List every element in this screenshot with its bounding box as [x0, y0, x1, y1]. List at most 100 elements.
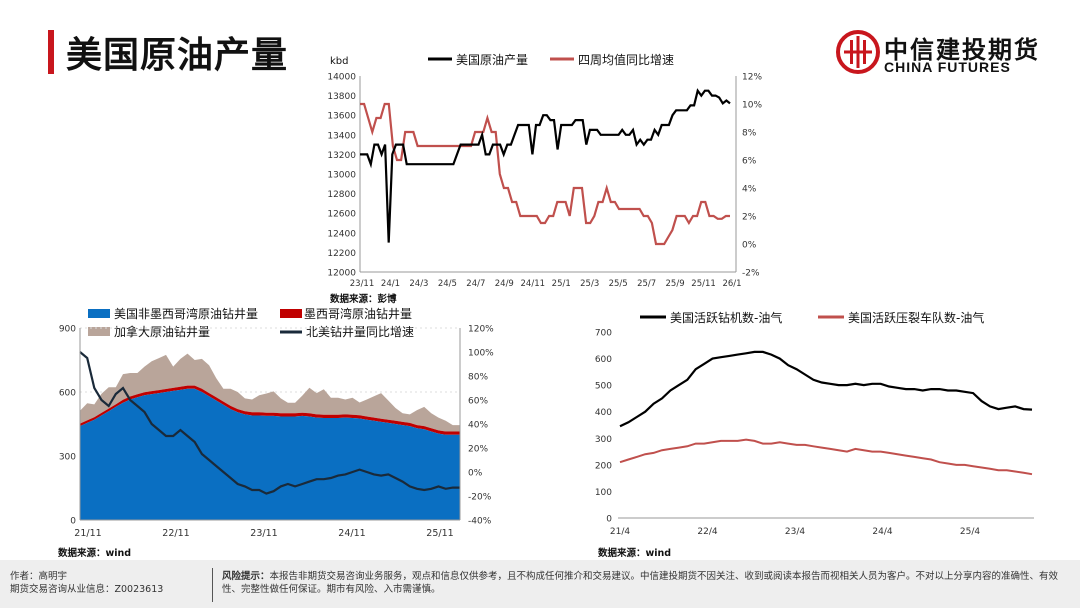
chart1-xtick-1: 24/1 — [381, 279, 400, 289]
chart2-y2tick-4: 40% — [468, 421, 488, 431]
chart1-legend-label-0: 美国原油产量 — [456, 53, 528, 67]
chart1-ytick-4: 13200 — [327, 151, 356, 161]
chart3-xtick-2: 23/4 — [785, 527, 805, 537]
chart1-xtick-2: 24/3 — [409, 279, 428, 289]
chart2-legend-label-0: 美国非墨西哥湾原油钻井量 — [114, 306, 258, 321]
chart1-y2tick-6: 0% — [742, 241, 757, 251]
chart1-xtick-7: 25/1 — [552, 279, 571, 289]
chart3-xtick-4: 25/4 — [960, 527, 980, 537]
chart1-series-production-line — [360, 88, 731, 243]
chart2-area-non-gulf — [80, 388, 460, 520]
chart2-legend-marker-1 — [280, 309, 302, 318]
chart1-ytick-7: 12600 — [327, 210, 356, 220]
chart1-xtick-6: 24/11 — [521, 279, 546, 289]
logo-chinese-name: 中信建投期货 — [884, 36, 1040, 64]
chart2-area-canada — [80, 353, 460, 432]
chart2-source: 数据来源：wind — [57, 547, 131, 559]
chart3-series-frac-line — [619, 438, 1033, 476]
chart3-source: 数据来源：wind — [597, 547, 671, 559]
chart3-series-rig-line — [619, 350, 1033, 428]
logo-english-name: CHINA FUTURES — [884, 59, 1011, 75]
footer-license: 期货交易咨询从业信息：Z0023613 — [10, 584, 164, 595]
chart2-legend-marker-0 — [88, 309, 110, 318]
chart1-xtick-10: 25/7 — [637, 279, 656, 289]
footer-risk-label: 风险提示： — [222, 571, 270, 582]
chart3-legend-label-1: 美国活跃压裂车队数-油气 — [848, 310, 984, 325]
chart1-xtick-5: 24/9 — [495, 279, 514, 289]
chart3-legend: 美国活跃钻机数-油气 美国活跃压裂车队数-油气 — [640, 310, 984, 325]
citic-emblem-icon — [836, 30, 880, 74]
chart2-xtick-2: 23/11 — [250, 528, 277, 539]
chart2-y2tick-5: 20% — [468, 445, 488, 455]
chart1-y2tick-1: 10% — [742, 101, 762, 111]
chart2-series-yoy-line — [79, 351, 460, 495]
footer: 作者：高明宇 期货交易咨询从业信息：Z0023613 风险提示：本报告非期货交易… — [0, 560, 1080, 608]
chart1-y2tick-7: -2% — [742, 269, 760, 279]
footer-risk-text: 本报告非期货交易咨询业务服务，观点和信息仅供参考，且不构成任何推介和交易建议。中… — [222, 571, 1059, 595]
chart2-xtick-4: 25/11 — [426, 528, 453, 539]
chart2-y2tick-7: -20% — [468, 493, 492, 503]
chart2-ytick-3: 0 — [70, 517, 76, 527]
chart2-y2tick-6: 0% — [468, 469, 483, 479]
company-logo: 中信建投期货 CHINA FUTURES — [836, 28, 1056, 80]
chart1-ytick-5: 13000 — [327, 171, 356, 181]
chart1-legend-label-1: 四周均值同比增速 — [578, 52, 674, 67]
chart3-ytick-6: 100 — [595, 488, 612, 498]
chart3-ytick-3: 400 — [595, 408, 612, 418]
chart3-ytick-1: 600 — [595, 355, 612, 365]
chart1-source: 数据来源：彭博 — [329, 293, 397, 305]
chart2-ytick-0: 900 — [59, 325, 76, 335]
chart1-xtick-4: 24/7 — [466, 279, 485, 289]
chart2-y2tick-0: 120% — [468, 325, 494, 335]
chart1-ytick-2: 13600 — [327, 112, 356, 122]
chart2-y2tick-2: 80% — [468, 373, 488, 383]
footer-author: 作者：高明宇 — [10, 571, 68, 582]
footer-divider — [212, 568, 213, 602]
chart3-legend-label-0: 美国活跃钻机数-油气 — [670, 310, 782, 325]
chart1-xtick-8: 25/3 — [580, 279, 599, 289]
chart1-ytick-1: 13800 — [327, 92, 356, 102]
chart1-ylabel: kbd — [330, 56, 349, 67]
chart1-ytick-8: 12400 — [327, 229, 356, 239]
page-title: 美国原油产量 — [66, 35, 289, 76]
chart2-legend-label-1: 墨西哥湾原油钻井量 — [304, 306, 412, 321]
chart1-y2tick-5: 2% — [742, 213, 757, 223]
rig-count-chart: 美国非墨西哥湾原油钻井量 墨西哥湾原油钻井量 加拿大原油钻井量 北美钻井量同比增… — [57, 306, 494, 559]
chart3-ytick-7: 0 — [606, 515, 612, 525]
chart1-y2tick-2: 8% — [742, 129, 757, 139]
chart2-y2tick-3: 60% — [468, 397, 488, 407]
footer-disclaimer: 风险提示：本报告非期货交易咨询业务服务，观点和信息仅供参考，且不构成任何推介和交… — [222, 570, 1062, 596]
chart1-ytick-6: 12800 — [327, 190, 356, 200]
footer-author-block: 作者：高明宇 期货交易咨询从业信息：Z0023613 — [10, 570, 163, 596]
rig-frac-chart: 美国活跃钻机数-油气 美国活跃压裂车队数-油气 700 600 500 400 300 2… — [595, 310, 1034, 559]
title-accent-bar — [48, 30, 54, 74]
chart3-xtick-0: 21/4 — [610, 527, 630, 537]
chart3-xtick-1: 22/4 — [697, 527, 717, 537]
chart2-xtick-0: 21/11 — [74, 528, 101, 539]
crude-production-chart: kbd 美国原油产量 四周均值同比增速 14000 13800 13600 13400… — [327, 52, 762, 305]
chart3-ytick-2: 500 — [595, 382, 612, 392]
chart2-legend-label-2: 加拿大原油钻井量 — [114, 324, 210, 339]
chart2-legend-marker-2 — [88, 327, 110, 336]
chart1-xtick-0: 23/11 — [350, 279, 375, 289]
chart1-legend: 美国原油产量 四周均值同比增速 — [428, 52, 674, 67]
chart3-ytick-5: 200 — [595, 461, 612, 471]
chart3-ytick-0: 700 — [595, 329, 612, 339]
chart2-ytick-1: 600 — [59, 389, 76, 399]
chart1-ytick-3: 13400 — [327, 131, 356, 141]
chart2-xtick-1: 22/11 — [162, 528, 189, 539]
chart2-legend-label-3: 北美钻井量同比增速 — [306, 324, 414, 339]
chart1-xtick-11: 25/9 — [666, 279, 685, 289]
chart1-y2tick-0: 12% — [742, 73, 762, 83]
chart2-xtick-3: 24/11 — [338, 528, 365, 539]
chart3-ytick-4: 300 — [595, 435, 612, 445]
chart1-y2tick-4: 4% — [742, 185, 757, 195]
chart2-legend: 美国非墨西哥湾原油钻井量 墨西哥湾原油钻井量 加拿大原油钻井量 北美钻井量同比增… — [88, 306, 414, 339]
chart1-xtick-3: 24/5 — [438, 279, 457, 289]
chart3-xtick-3: 24/4 — [872, 527, 892, 537]
chart1-xtick-12: 25/11 — [691, 279, 716, 289]
chart1-ytick-10: 12000 — [327, 269, 356, 279]
chart1-xtick-13: 26/1 — [722, 279, 741, 289]
chart1-series-yoy-line — [360, 102, 730, 246]
chart2-ytick-2: 300 — [59, 453, 76, 463]
